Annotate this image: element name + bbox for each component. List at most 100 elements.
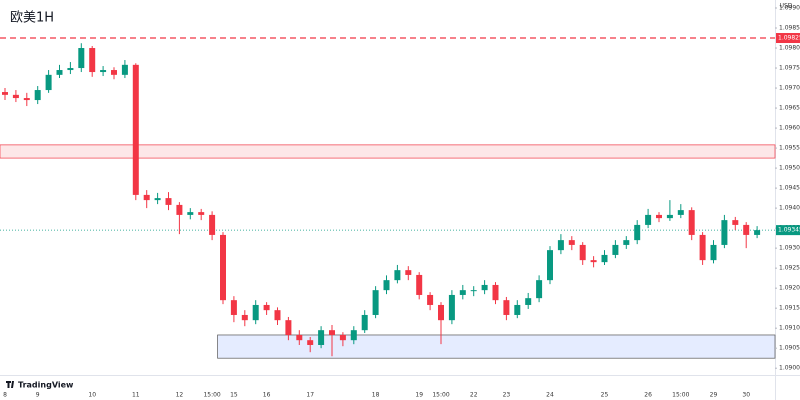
candle-body <box>230 300 237 315</box>
candle-body <box>132 64 139 195</box>
x-tick-label: 19 <box>415 392 423 399</box>
last-price-tag <box>776 225 800 236</box>
candle-body <box>568 240 575 245</box>
brand-logo: TradingView <box>6 381 74 390</box>
candle-body <box>274 310 281 321</box>
candle-body <box>296 334 303 341</box>
candle-body <box>176 204 183 215</box>
x-tick-label: 9 <box>36 392 40 399</box>
candle-body <box>34 90 41 101</box>
candle-body <box>143 194 150 201</box>
brand-icon <box>6 381 14 388</box>
candle-body <box>514 304 521 315</box>
y-tick-label: 1.09450 <box>779 185 800 192</box>
candle-body <box>427 294 434 305</box>
candle-body <box>2 92 8 95</box>
candle-body <box>438 304 444 321</box>
x-tick-label: 12 <box>176 392 184 399</box>
candle-body <box>601 254 608 263</box>
candle-body <box>329 330 335 335</box>
candle-body <box>187 212 194 215</box>
y-tick-label: 1.09600 <box>779 125 800 132</box>
candle-body <box>263 304 270 311</box>
x-tick-label: 18 <box>372 392 380 399</box>
candle-body <box>579 244 586 261</box>
candle-body <box>89 48 96 73</box>
candle-body <box>220 234 226 301</box>
x-tick-label: 15 <box>230 392 238 399</box>
candle-body <box>677 210 684 215</box>
candle-body <box>481 284 488 291</box>
x-tick-label: 17 <box>306 392 314 399</box>
x-tick-label: 23 <box>503 392 511 399</box>
candle-body <box>209 214 216 235</box>
y-tick-label: 1.09300 <box>779 245 800 252</box>
candle-body <box>100 70 107 73</box>
y-tick-label: 1.09400 <box>779 205 800 212</box>
candle-body <box>612 244 619 255</box>
candle-body <box>743 224 750 235</box>
candle-body <box>23 98 30 101</box>
candle-body <box>252 304 259 321</box>
candle-body <box>372 290 379 315</box>
y-tick-label: 1.09850 <box>779 25 800 32</box>
y-tick-label: 1.09200 <box>779 285 800 292</box>
candle-body <box>470 290 477 292</box>
candle-body <box>547 250 553 281</box>
y-tick-label: 1.09000 <box>779 365 800 372</box>
candle-body <box>383 280 390 291</box>
candle-body <box>623 240 630 245</box>
candle-body <box>448 294 455 321</box>
y-tick-label: 1.09650 <box>779 105 800 112</box>
candle-body <box>307 340 314 345</box>
chart-title: 欧美1H <box>10 11 54 26</box>
x-tick-label: 16 <box>263 392 271 399</box>
y-tick-label: 1.09150 <box>779 305 800 312</box>
candle-body <box>56 70 63 75</box>
y-tick-label: 1.09050 <box>779 345 800 352</box>
candle-body <box>394 270 401 281</box>
candle-body <box>666 214 673 219</box>
candle-body <box>405 270 412 275</box>
candle-body <box>590 260 597 263</box>
last-price-label: 1.09345 <box>778 227 800 234</box>
candle-body <box>699 234 706 261</box>
zone <box>217 334 776 359</box>
candle-body <box>645 214 652 225</box>
x-tick-label: 25 <box>601 392 609 399</box>
candle-body <box>710 244 717 261</box>
candle-body <box>339 334 346 341</box>
x-tick-label: 15:00 <box>203 392 220 399</box>
candle-body <box>154 198 161 201</box>
candle-body <box>754 230 761 235</box>
candle-body <box>111 70 117 75</box>
candle-body <box>318 330 325 345</box>
candle-body <box>459 290 466 295</box>
y-tick-label: 1.09800 <box>779 45 800 52</box>
y-tick-label: 1.09100 <box>779 325 800 332</box>
x-tick-label: 8 <box>3 392 7 399</box>
x-tick-label: 29 <box>710 392 718 399</box>
candle-body <box>492 284 499 301</box>
x-tick-label: 15:00 <box>432 392 449 399</box>
y-tick-label: 1.09550 <box>779 145 800 152</box>
candle-body <box>241 314 248 321</box>
candle-body <box>416 274 423 295</box>
candle-body <box>721 220 728 245</box>
x-tick-label: 24 <box>546 392 554 399</box>
candle-body <box>67 68 74 71</box>
y-tick-label: 1.09500 <box>779 165 800 172</box>
candle-body <box>12 94 19 99</box>
candle-body <box>121 64 128 75</box>
candle-body <box>361 314 368 331</box>
candle-body <box>503 300 510 315</box>
candle-body <box>198 212 205 215</box>
level-tag <box>776 33 800 44</box>
x-tick-label: 15:00 <box>672 392 689 399</box>
candle-body <box>536 280 543 299</box>
y-tick-label: 1.09250 <box>779 265 800 272</box>
candle-body <box>525 298 532 305</box>
candle-body <box>557 240 564 251</box>
candle-body <box>45 74 52 91</box>
